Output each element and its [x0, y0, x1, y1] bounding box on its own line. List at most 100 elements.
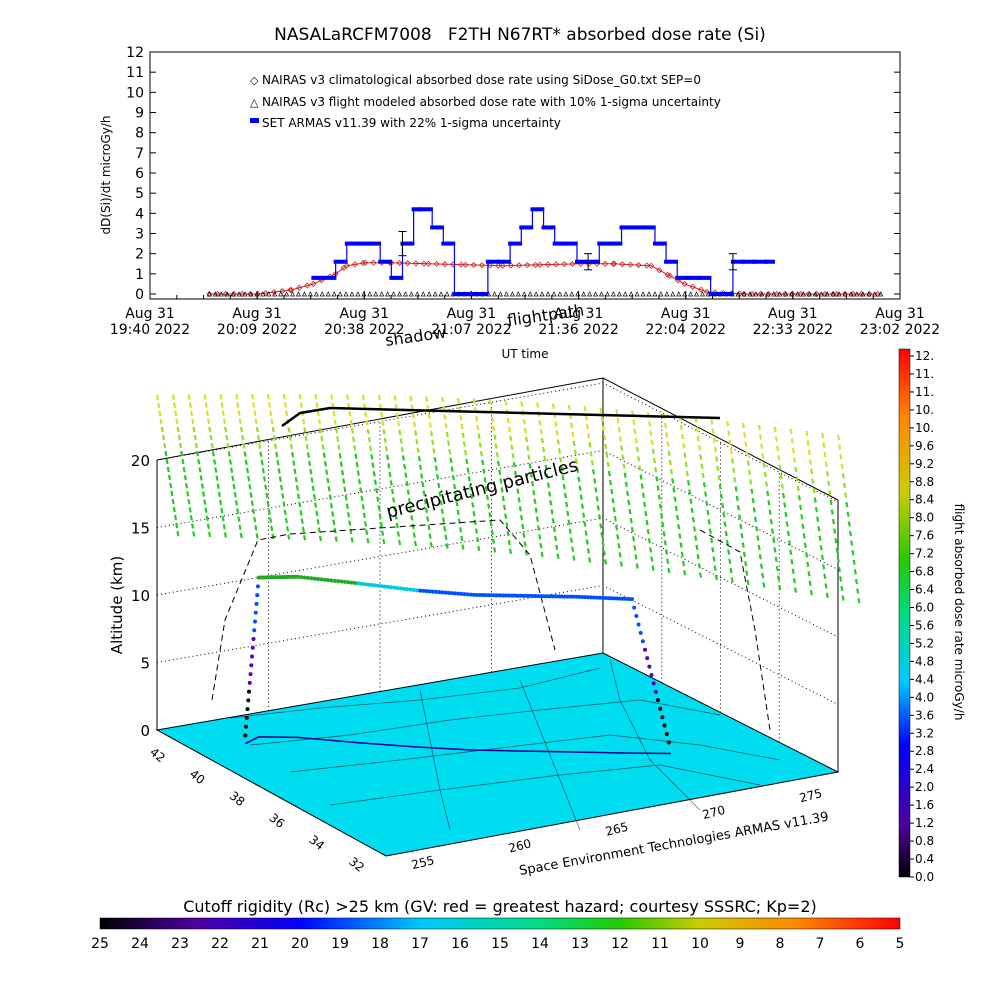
dose-cloud-mark: [366, 538, 370, 544]
armas-point: [723, 292, 728, 296]
dose-cloud-mark: [568, 528, 572, 534]
dose-cloud-mark: [559, 457, 563, 463]
armas-point: [700, 275, 705, 280]
dose-cloud-mark: [176, 426, 180, 433]
dose-cloud-mark: [206, 523, 210, 530]
dose-cloud-mark: [724, 530, 728, 537]
flight-track-point: [664, 731, 669, 736]
dose-cloud-mark: [823, 451, 827, 458]
dose-cloud-mark: [421, 481, 425, 488]
dose-cloud-mark: [730, 577, 734, 583]
flight-track-point: [248, 672, 253, 677]
dose-cloud-mark: [742, 551, 747, 558]
dose-cloud-mark: [316, 519, 320, 525]
dose-cloud-mark: [775, 565, 779, 572]
dose-cloud-mark: [536, 525, 541, 531]
dose-cloud-mark: [787, 540, 792, 546]
dose-cloud-mark: [644, 510, 648, 517]
armas-point: [673, 259, 678, 264]
dose-cloud-mark: [250, 500, 254, 506]
dose-cloud-mark: [338, 453, 342, 459]
dose-cloud-mark: [711, 546, 715, 553]
dose-cloud-mark: [588, 442, 592, 448]
flight-model-point: [818, 291, 824, 297]
dose-cloud-mark: [386, 454, 390, 461]
flight-track-point: [498, 593, 503, 598]
flight-track-point: [638, 630, 643, 635]
flight-model-point: [509, 291, 515, 297]
flight-model-point: [260, 291, 266, 297]
dose-cloud-mark: [369, 445, 373, 452]
flight-model-point: [872, 291, 878, 297]
climatology-point: [524, 262, 531, 269]
armas-point: [508, 241, 513, 246]
dose-cloud-mark: [309, 469, 313, 475]
flight-track-point: [255, 584, 260, 589]
dose-cloud-mark: [188, 507, 192, 513]
dose-cloud-mark: [560, 466, 564, 472]
climatology-point: [648, 262, 655, 269]
armas-point: [767, 259, 772, 264]
dose-cloud-mark: [602, 434, 607, 441]
dose-cloud-mark: [699, 454, 703, 460]
dose-cloud-mark: [674, 505, 678, 512]
dose-cloud-mark: [459, 415, 463, 421]
dose-cloud-mark: [414, 430, 418, 436]
dose-cloud-mark: [682, 443, 686, 449]
dose-cloud-mark: [803, 542, 807, 549]
colorbar-tick-label: 0.8: [915, 834, 934, 848]
colorbar-tick-label: 5.6: [915, 618, 934, 632]
y-tick-label: 0: [135, 287, 144, 303]
dose-cloud-mark: [456, 397, 460, 404]
dose-cloud-mark: [667, 450, 671, 456]
dose-cloud-mark: [680, 433, 685, 440]
flight-track-point: [495, 593, 500, 598]
legend-item-flight-model: NAIRAS v3 flight modeled absorbed dose r…: [262, 95, 721, 109]
y-tick-label: 6: [135, 166, 144, 182]
series-group: [206, 207, 884, 298]
dose-cloud-mark: [658, 503, 663, 510]
dose-cloud-mark: [230, 467, 234, 473]
dose-cloud-mark: [342, 478, 346, 484]
armas-point: [764, 259, 769, 264]
dose-cloud-mark: [610, 488, 614, 495]
dose-cloud-mark: [195, 450, 200, 457]
flight-track-point: [336, 579, 341, 584]
dose-cloud-mark: [850, 540, 854, 546]
dose-cloud-mark: [458, 527, 463, 533]
climatology-point: [425, 260, 432, 267]
flight-track-point: [305, 575, 310, 580]
dose-cloud-mark: [268, 517, 273, 523]
dose-cloud-mark: [817, 525, 821, 532]
flight-model-point: [444, 291, 450, 297]
dose-cloud-mark: [776, 575, 781, 581]
dose-cloud-mark: [701, 472, 705, 479]
dose-cloud-mark: [509, 435, 513, 441]
dose-cloud-mark: [784, 511, 788, 518]
flight-track-point: [255, 593, 260, 598]
dose-cloud-mark: [698, 572, 703, 578]
climatology-point: [470, 261, 477, 269]
armas-point: [633, 225, 638, 230]
armas-point: [704, 275, 709, 280]
dose-cloud-mark: [757, 424, 761, 431]
dose-cloud-mark: [713, 565, 717, 571]
flight-model-point: [224, 291, 230, 297]
armas-point: [425, 207, 430, 212]
rigidity-tick-label: 5: [896, 936, 905, 952]
flight-track-point: [548, 594, 553, 599]
dose-cloud-mark: [781, 492, 786, 499]
colorbar-tick-label: 5.2: [915, 636, 934, 650]
dose-cloud-mark: [400, 446, 404, 453]
armas-point: [343, 259, 348, 264]
flight-model-point: [622, 291, 628, 297]
flight-track-point: [651, 681, 656, 686]
flight-track-point: [568, 594, 573, 599]
dose-cloud-mark: [437, 482, 441, 489]
flight-model-point: [634, 291, 640, 297]
climatology-point: [343, 262, 350, 269]
dose-cloud-mark: [805, 552, 809, 558]
flight-model-point: [527, 291, 533, 297]
armas-point: [603, 241, 608, 246]
dose-cloud-mark: [432, 448, 436, 454]
